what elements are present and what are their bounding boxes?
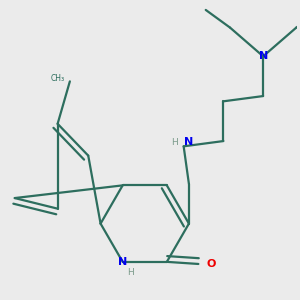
Text: O: O xyxy=(206,259,216,269)
Text: CH₃: CH₃ xyxy=(50,74,64,83)
Text: N: N xyxy=(184,137,194,147)
Text: N: N xyxy=(118,257,127,267)
Text: H: H xyxy=(127,268,134,277)
Text: N: N xyxy=(259,51,268,61)
Text: H: H xyxy=(171,138,178,147)
